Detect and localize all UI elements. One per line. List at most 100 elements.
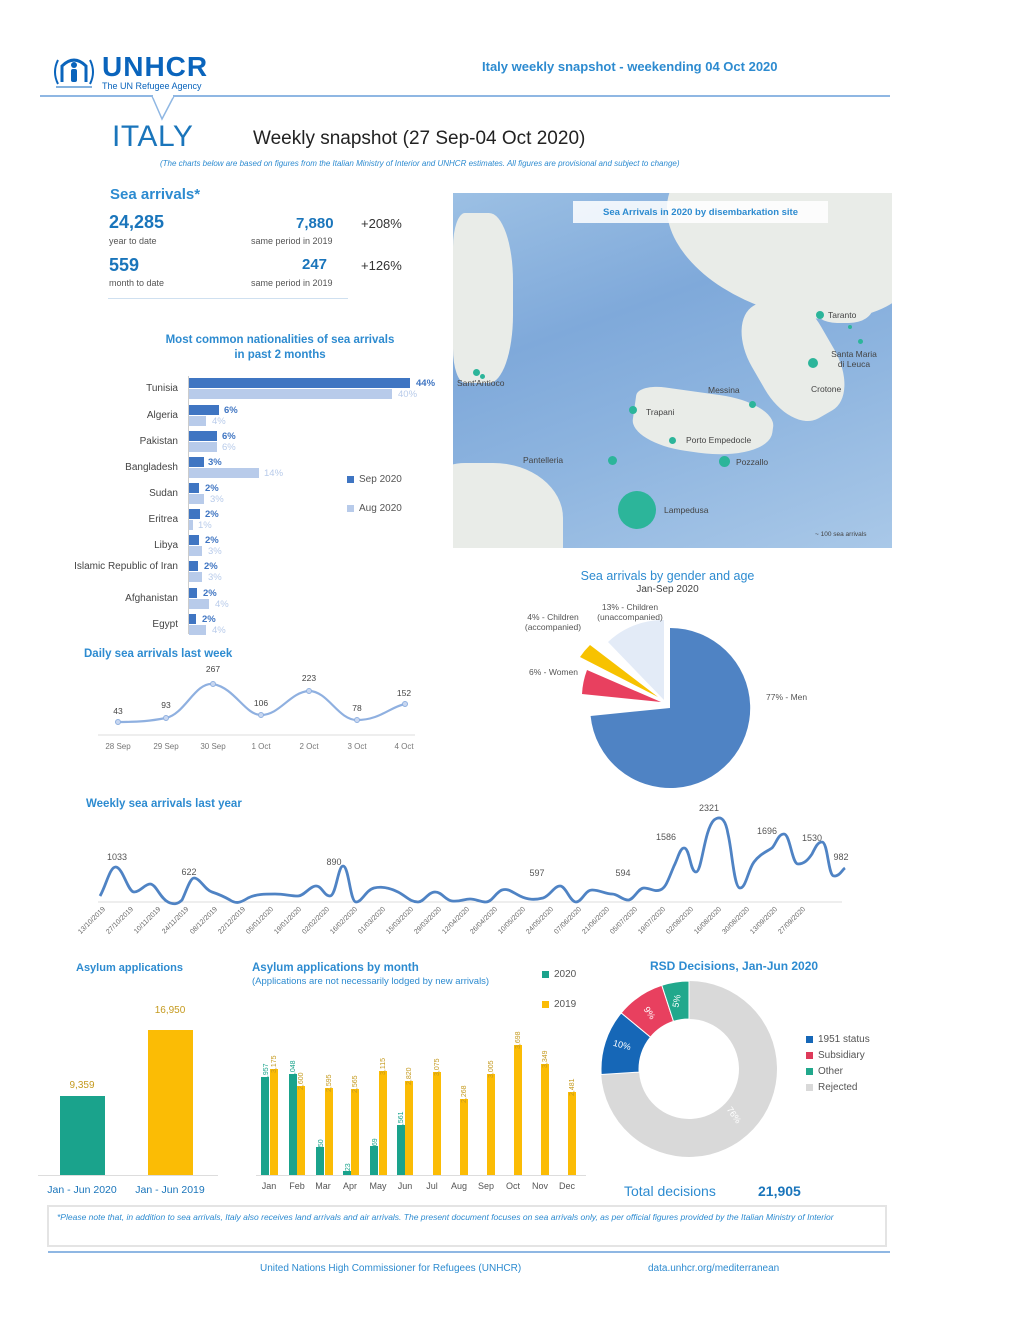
bar-sep: [189, 509, 200, 519]
month-bar-2020: [343, 1171, 351, 1175]
weekly-peak-value: 594: [615, 868, 631, 878]
gender-pie-subtitle: Jan-Sep 2020: [636, 584, 699, 595]
bar-aug: [189, 546, 202, 556]
map-scale-legend: ~ 100 sea arrivals: [815, 531, 867, 538]
daily-x-label: 28 Sep: [105, 742, 131, 751]
rsd-legend: 1951 status Subsidiary Other Rejected: [806, 1034, 870, 1098]
header-right-title: Italy weekly snapshot - weekending 04 Oc…: [482, 59, 778, 74]
legend-label: Subsidiary: [818, 1050, 865, 1061]
daily-value: 78: [352, 703, 362, 713]
weekly-arrivals-title: Weekly sea arrivals last year: [86, 798, 242, 810]
month-value-2020: 1,561: [398, 1111, 405, 1129]
month-bar-2019: [514, 1045, 522, 1175]
gender-pie-title: Sea arrivals by gender and age: [580, 569, 755, 583]
weekly-peak-value: 1033: [106, 852, 128, 862]
daily-value: 267: [205, 664, 221, 674]
month-bar-2020: [397, 1125, 405, 1175]
weekly-peak-value: 890: [326, 857, 342, 867]
rsd-donut-chart: [600, 980, 777, 1157]
daily-x-label: 2 Oct: [299, 742, 319, 751]
month-value-2020: 3,048: [290, 1060, 297, 1078]
map-label: Santa Maria di Leuca: [831, 349, 877, 369]
weekly-x-label: 27/10/2019: [105, 906, 135, 936]
disclaimer-text: (The charts below are based on figures f…: [160, 159, 680, 168]
weekly-x-label: 24/05/2020: [525, 906, 555, 936]
month-bar-2020: [261, 1077, 269, 1175]
value-sep: 6%: [222, 431, 236, 442]
weekly-x-label: 16/08/2020: [693, 906, 723, 936]
bar-aug: [189, 572, 202, 582]
nationality-label: Libya: [154, 540, 178, 551]
ytd-value: 24,285: [109, 212, 165, 232]
unhcr-emblem-icon: [50, 54, 98, 90]
month-value-2019: 3,005: [488, 1060, 495, 1078]
daily-value: 152: [396, 688, 412, 698]
asylum-axis: [38, 1175, 218, 1176]
logo-sub-text: The UN Refugee Agency: [102, 81, 202, 91]
weekly-x-label: 21/06/2020: [581, 906, 611, 936]
value-aug: 3%: [208, 572, 222, 583]
month-bar-2019: [568, 1092, 576, 1175]
footer-org: United Nations High Commissioner for Ref…: [260, 1263, 522, 1274]
month-value-2020: 123: [345, 1163, 352, 1175]
weekly-peak-value: 1586: [655, 832, 677, 842]
legend-aug-2020: Aug 2020: [347, 503, 402, 514]
weekly-x-label: 15/03/2020: [385, 906, 415, 936]
month-bar-2019: [460, 1099, 468, 1175]
nationality-row: Tunisia 44% 40%: [80, 378, 450, 402]
month-x-label: Nov: [531, 1181, 549, 1191]
legend-swatch-icon: [806, 1068, 813, 1075]
map-marker-lampedusa: [618, 491, 656, 529]
month-bar-2019: [270, 1069, 278, 1175]
footnote: *Please note that, in addition to sea ar…: [47, 1205, 887, 1247]
asylum-bar-2019: [148, 1030, 193, 1175]
month-x-label: Apr: [342, 1181, 358, 1191]
month-value-2020: 2,957: [263, 1063, 270, 1081]
weekly-x-label: 24/11/2019: [161, 906, 191, 936]
asylum-title: Asylum applications: [76, 962, 183, 974]
pie-label-women: 6% - Women: [529, 667, 578, 677]
asylum-month-title: Asylum applications by month: [252, 962, 419, 974]
bar-sep: [189, 457, 204, 467]
month-x-label: Feb: [289, 1181, 305, 1191]
map-land-tunisia: [453, 463, 563, 548]
weekly-x-label: 27/09/2020: [777, 906, 807, 936]
value-sep: 2%: [204, 561, 218, 572]
nationality-label: Egypt: [152, 619, 178, 630]
weekly-x-label: 19/01/2020: [273, 906, 303, 936]
map-label: Sant'Antioco: [457, 378, 505, 388]
bar-aug: [189, 389, 392, 399]
legend-swatch-icon: [806, 1084, 813, 1091]
asylum-month-axis: [256, 1175, 586, 1176]
weekly-arrivals-chart: [98, 816, 846, 906]
weekly-x-label: 02/08/2020: [665, 906, 695, 936]
legend-label: Rejected: [818, 1082, 858, 1093]
rsd-title: RSD Decisions, Jan-Jun 2020: [650, 959, 819, 973]
ytd-2019-label: same period in 2019: [251, 236, 333, 246]
weekly-x-label: 05/01/2020: [245, 906, 275, 936]
nationality-label: Islamic Republic of Iran: [74, 561, 178, 572]
footer-url-link[interactable]: data.unhcr.org/mediterranean: [648, 1263, 780, 1274]
value-sep: 3%: [208, 457, 222, 468]
weekly-x-label: 12/04/2020: [441, 906, 471, 936]
header-divider: [40, 95, 890, 97]
legend-label: Sep 2020: [359, 474, 402, 485]
weekly-peak-value: 597: [529, 868, 545, 878]
month-bar-2019: [487, 1074, 495, 1175]
month-value-2019: 2,595: [326, 1074, 333, 1092]
month-value-2019: 3,175: [271, 1055, 278, 1073]
nationalities-title-line1: Most common nationalities of sea arrival…: [165, 334, 395, 346]
daily-arrivals-title: Daily sea arrivals last week: [84, 648, 233, 660]
daily-x-label: 29 Sep: [153, 742, 179, 751]
legend-swatch-icon: [347, 476, 354, 483]
map-marker: [480, 374, 485, 379]
month-value-2019: 2,268: [461, 1085, 468, 1103]
month-bar-2019: [433, 1072, 441, 1175]
asylum-value-2020: 9,359: [69, 1080, 95, 1091]
nationality-row: Algeria 6% 4%: [80, 405, 450, 429]
daily-arrivals-chart: [98, 681, 415, 736]
month-x-label: Jun: [397, 1181, 413, 1191]
bar-aug: [189, 599, 209, 609]
pie-label-children-unaccompanied: 13% - Children (unaccompanied): [597, 602, 663, 622]
legend-label: 2020: [554, 969, 577, 980]
